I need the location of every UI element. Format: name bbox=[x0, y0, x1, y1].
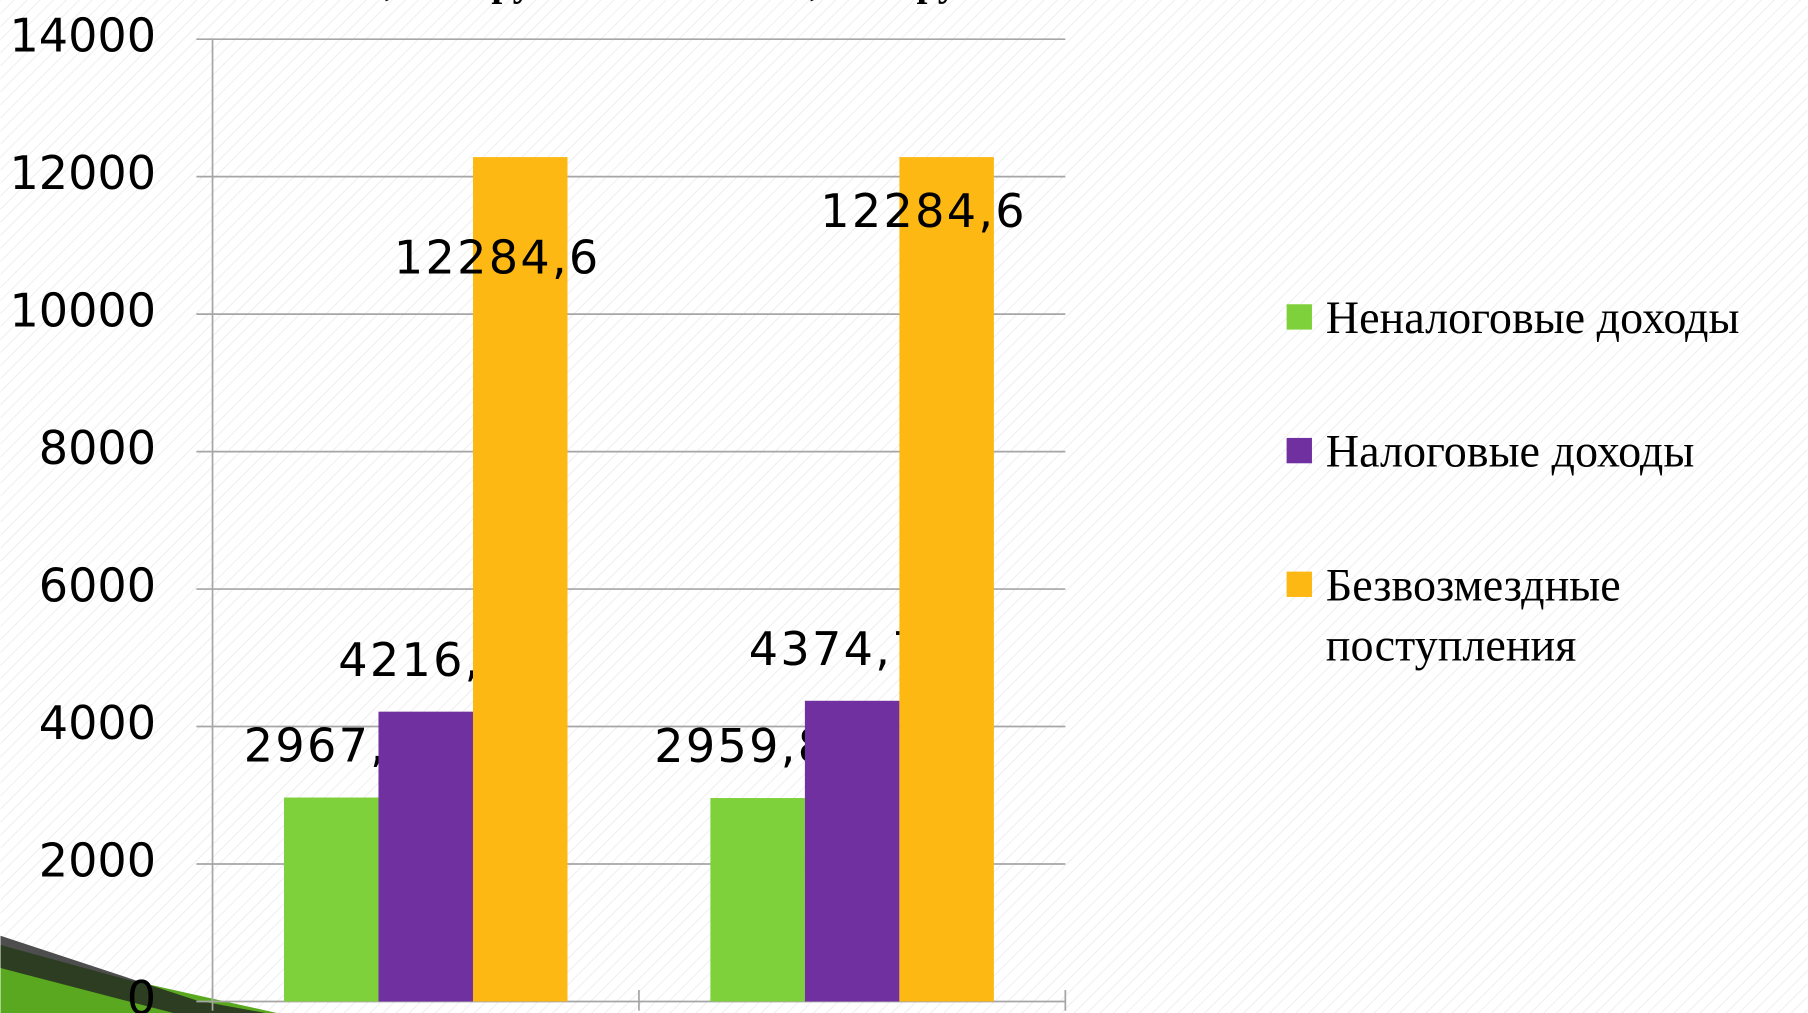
legend-item: Налоговые доходы bbox=[1280, 422, 1808, 482]
legend: Неналоговые доходы Налоговые доходы Безвоз… bbox=[1280, 288, 1808, 703]
y-tick-label: 12000 bbox=[9, 146, 156, 200]
y-tick-label: 4000 bbox=[39, 696, 156, 750]
bar bbox=[284, 798, 379, 1002]
bar bbox=[805, 701, 900, 1002]
chart: 0 2000 4000 6000 8000 10000 12000 14000 План, ты… bbox=[0, 0, 1808, 1013]
legend-item: Неналоговые доходы bbox=[1280, 288, 1808, 348]
legend-item: Безвозмездные поступления bbox=[1280, 555, 1808, 675]
legend-swatch bbox=[1287, 438, 1312, 463]
legend-label: Безвозмездные поступления bbox=[1326, 555, 1695, 675]
data-label: 12284,6 bbox=[394, 230, 601, 284]
bar bbox=[899, 157, 994, 1001]
legend-label: Неналоговые доходы bbox=[1326, 288, 1808, 348]
category-label: План, тыс. руб. bbox=[290, 0, 561, 4]
legend-swatch bbox=[1287, 304, 1312, 329]
y-tick-label: 2000 bbox=[39, 834, 156, 888]
y-tick-label: 6000 bbox=[39, 559, 156, 613]
legend-box: Неналоговые доходы Налоговые доходы Безвоз… bbox=[1280, 288, 1808, 675]
bar bbox=[710, 798, 805, 1001]
page: {"chart_data": {"type": "bar", "categori… bbox=[0, 0, 1808, 1013]
y-tick-label: 14000 bbox=[9, 9, 156, 63]
data-label: 12284,6 bbox=[820, 184, 1027, 238]
legend-label: Налоговые доходы bbox=[1326, 422, 1808, 482]
bar bbox=[378, 712, 473, 1002]
y-tick-label: 0 bbox=[127, 971, 156, 1013]
legend-swatch bbox=[1287, 572, 1312, 597]
y-tick-label: 10000 bbox=[9, 284, 156, 338]
category-label: Факт, тыс. руб. bbox=[718, 0, 986, 4]
y-tick-label: 8000 bbox=[39, 421, 156, 475]
